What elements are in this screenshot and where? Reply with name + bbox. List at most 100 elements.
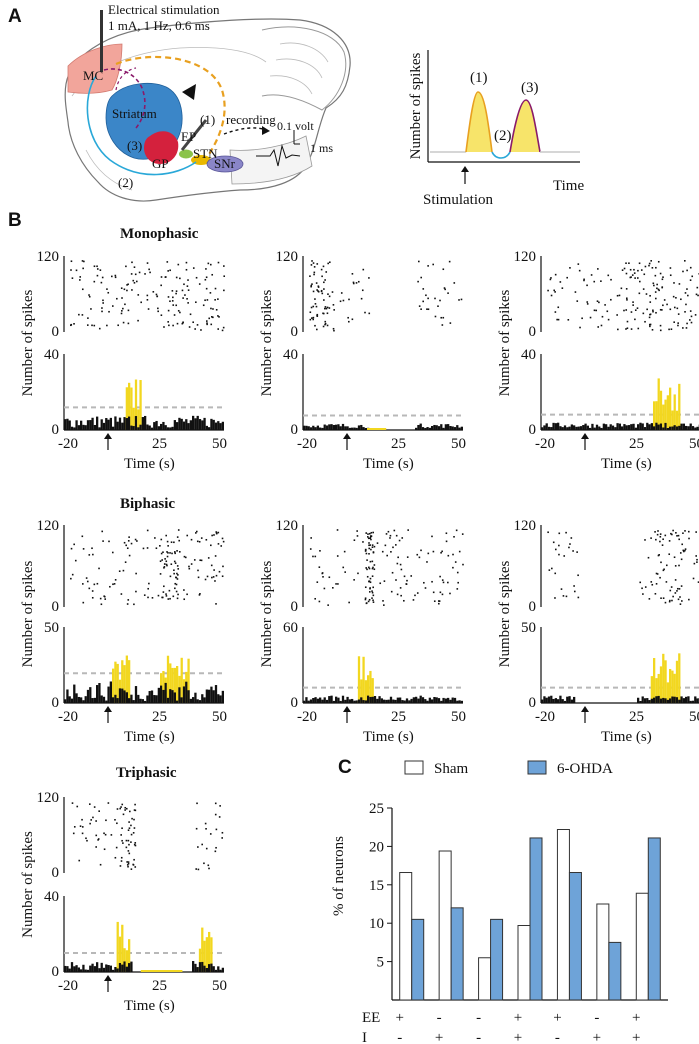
raster-dot: [73, 826, 76, 828]
raster-tick-max: 120: [37, 790, 60, 806]
raster-dot: [217, 328, 220, 330]
raster-dot: [665, 581, 668, 583]
psth-bar: [86, 689, 90, 703]
raster-dot: [212, 576, 215, 578]
recording-label: recording: [226, 112, 276, 127]
raster-dot: [160, 284, 162, 287]
raster-dot: [99, 863, 102, 866]
raster-dot: [209, 292, 212, 294]
raster-dot: [166, 564, 168, 567]
psth-response-bar: [653, 658, 656, 703]
psth-bar: [646, 422, 649, 430]
raster-dot: [147, 587, 150, 590]
raster-dot: [692, 577, 695, 580]
raster-dot: [395, 579, 397, 581]
raster-dot: [102, 299, 104, 302]
raster-dot: [677, 322, 679, 324]
raster-dot: [444, 288, 446, 291]
raster-dot: [164, 276, 167, 278]
raster-dot: [197, 576, 200, 579]
psth-bar: [330, 424, 333, 430]
raster-dot: [453, 282, 456, 284]
raster-dot: [222, 565, 224, 568]
raster-dot: [690, 315, 693, 318]
psth-response-bar: [128, 939, 131, 972]
raster-dot: [123, 288, 126, 291]
psth-bar: [637, 424, 640, 430]
raster-dot: [369, 577, 372, 580]
raster-dot: [659, 272, 662, 275]
bar-sham: [635, 892, 649, 1001]
psth-bar: [678, 699, 681, 703]
raster-dot: [442, 581, 445, 584]
raster-dot: [368, 567, 371, 570]
raster-dot: [93, 280, 96, 283]
raster-dot: [173, 560, 176, 563]
raster-dot: [344, 571, 346, 573]
raster-dot: [155, 547, 158, 550]
raster-dot: [204, 578, 207, 581]
psth-response-bar: [128, 660, 131, 703]
raster-dot: [640, 269, 643, 271]
raster-dot: [204, 822, 207, 825]
psth-bar: [691, 700, 695, 703]
raster-dot: [406, 579, 408, 582]
psth-response-bar: [125, 950, 128, 972]
raster-dot: [368, 544, 370, 547]
raster-dot: [328, 295, 331, 298]
raster-dot: [626, 327, 629, 330]
raster-dot: [353, 539, 356, 542]
raster-dot: [324, 323, 326, 326]
raster-dot: [655, 266, 657, 269]
raster-dot: [92, 816, 94, 819]
raster-dot: [652, 310, 654, 313]
raster-dot: [390, 551, 392, 553]
raster-dot: [114, 856, 117, 859]
raster-dot: [557, 318, 560, 321]
raster-dot: [204, 299, 206, 302]
raster-dot: [86, 580, 89, 583]
raster-dot: [134, 842, 137, 844]
raster-dot: [335, 583, 337, 585]
raster-dot: [659, 576, 661, 579]
raster-dot: [570, 537, 573, 539]
raster-dot: [549, 278, 552, 281]
raster-dot: [183, 589, 185, 591]
raster-dot: [410, 575, 413, 577]
raster-dot: [174, 551, 176, 553]
raster-dot: [576, 551, 578, 553]
psth-response-bar: [116, 921, 119, 972]
psth-bar: [217, 966, 220, 972]
psth-response-bar: [176, 666, 179, 703]
raster-dot: [442, 268, 445, 271]
psth-bar: [194, 418, 197, 430]
raster-dot: [329, 261, 331, 264]
psth-bar: [208, 427, 211, 430]
raster-dot: [313, 266, 316, 268]
raster-dot: [165, 534, 168, 537]
raster-dot: [670, 586, 673, 588]
psth-bar: [346, 696, 349, 703]
raster-dot: [128, 821, 130, 823]
raster-dot: [337, 583, 339, 585]
raster-dot: [323, 299, 325, 301]
condition-sign: +: [632, 1010, 640, 1026]
psth-bar: [198, 962, 202, 972]
psth-bar: [187, 423, 190, 430]
hist-tick-zero: 0: [52, 964, 60, 980]
psth-bar: [687, 426, 690, 430]
raster-dot: [82, 601, 85, 604]
psth-bar: [217, 694, 220, 703]
psth-bar: [348, 427, 351, 430]
raster-dot: [161, 596, 163, 599]
raster-dot: [206, 323, 208, 326]
raster-dot: [659, 533, 662, 535]
psth-bar: [680, 423, 683, 430]
raster-dot: [418, 260, 420, 263]
section-title-monophasic: Monophasic: [120, 226, 199, 242]
raster-dot: [680, 558, 683, 561]
raster-dot: [99, 269, 102, 271]
raster-dot: [629, 268, 632, 271]
raster-dot: [373, 545, 376, 548]
